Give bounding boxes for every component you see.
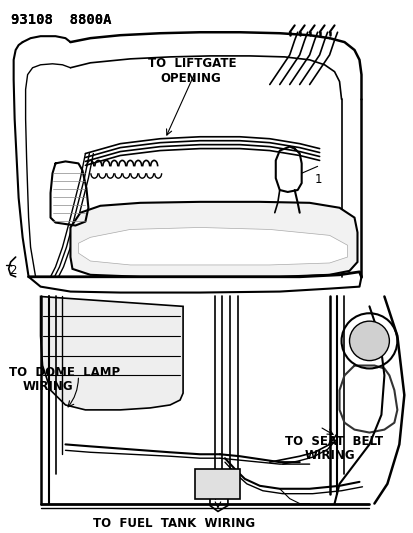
Text: WIRING: WIRING	[23, 381, 73, 393]
PathPatch shape	[78, 228, 347, 265]
Circle shape	[349, 321, 389, 361]
Text: 93108  8800A: 93108 8800A	[11, 13, 111, 27]
Text: OPENING: OPENING	[160, 71, 221, 85]
Text: WIRING: WIRING	[304, 449, 354, 462]
Text: TO  SEAT  BELT: TO SEAT BELT	[284, 434, 382, 448]
PathPatch shape	[195, 469, 239, 499]
Text: TO  LIFTGATE: TO LIFTGATE	[148, 57, 236, 70]
Text: 93108  8800A: 93108 8800A	[11, 13, 111, 27]
Text: TO  FUEL  TANK  WIRING: TO FUEL TANK WIRING	[93, 518, 255, 530]
Text: 2: 2	[9, 264, 16, 277]
PathPatch shape	[40, 296, 183, 410]
Text: TO  DOME  LAMP: TO DOME LAMP	[9, 366, 119, 378]
PathPatch shape	[70, 202, 357, 277]
Text: 1: 1	[314, 173, 321, 186]
